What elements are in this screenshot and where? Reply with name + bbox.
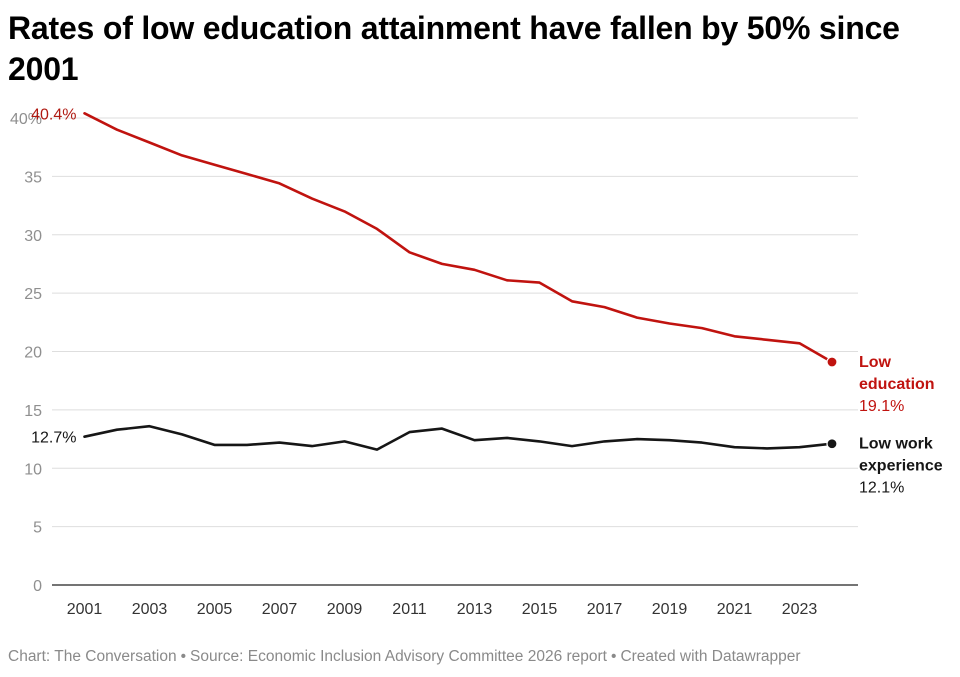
y-tick-label: 20 [24,345,42,362]
x-tick-label: 2011 [392,601,427,618]
x-tick-label: 2003 [132,601,168,618]
x-tick-label: 2005 [197,601,233,618]
start-value-label: 12.7% [31,430,76,447]
end-point-marker [826,356,838,368]
gridlines [52,117,858,528]
footer-created-with: Created with Datawrapper [620,648,801,665]
x-tick-label: 2013 [457,601,493,618]
y-axis-tick-labels: 0 5 10 15 20 25 30 35 40% [10,111,42,595]
end-value-label: 12.1% [859,480,904,497]
x-tick-label: 2001 [67,601,103,618]
x-tick-label: 2019 [652,601,688,618]
y-tick-label: 0 [33,578,42,595]
y-tick-label: 30 [24,228,42,245]
footer-source: Source: Economic Inclusion Advisory Comm… [190,648,607,665]
chart-title: Rates of low education attainment have f… [8,10,900,87]
y-tick-label: 35 [24,169,42,186]
series-name-label: education [859,376,935,393]
y-tick-label: 15 [24,403,42,420]
y-tick-label: 40% [10,111,42,128]
footer-credit: Chart: The Conversation [8,648,177,665]
series-name-label: Low [859,354,892,371]
start-value-label: 40.4% [31,106,76,123]
x-tick-label: 2007 [262,601,298,618]
x-tick-label: 2009 [327,601,363,618]
series-name-label: Low work [859,436,933,453]
y-tick-label: 25 [24,286,42,303]
x-tick-label: 2017 [587,601,623,618]
series-lines [83,112,838,451]
x-tick-label: 2015 [522,601,558,618]
x-tick-label: 2021 [717,601,753,618]
y-tick-label: 10 [24,461,42,478]
series-name-label: experience [859,458,943,475]
y-tick-label: 5 [33,520,42,537]
end-point-marker [826,438,838,450]
x-tick-label: 2023 [782,601,818,618]
footer-separator: • [180,648,187,665]
series-line-low-education [83,112,834,364]
chart-footer: Chart: The Conversation • Source: Economic… [8,648,801,666]
x-axis-tick-labels: 2001 2003 2005 2007 2009 2011 2013 2015 2017 2019… [67,601,818,618]
footer-separator: • [611,648,617,665]
series-labels: 40.4% Low education 19.1% 12.7% Low work exper… [31,106,943,496]
end-value-label: 19.1% [859,398,904,415]
series-line-low-work-experience [83,424,834,451]
